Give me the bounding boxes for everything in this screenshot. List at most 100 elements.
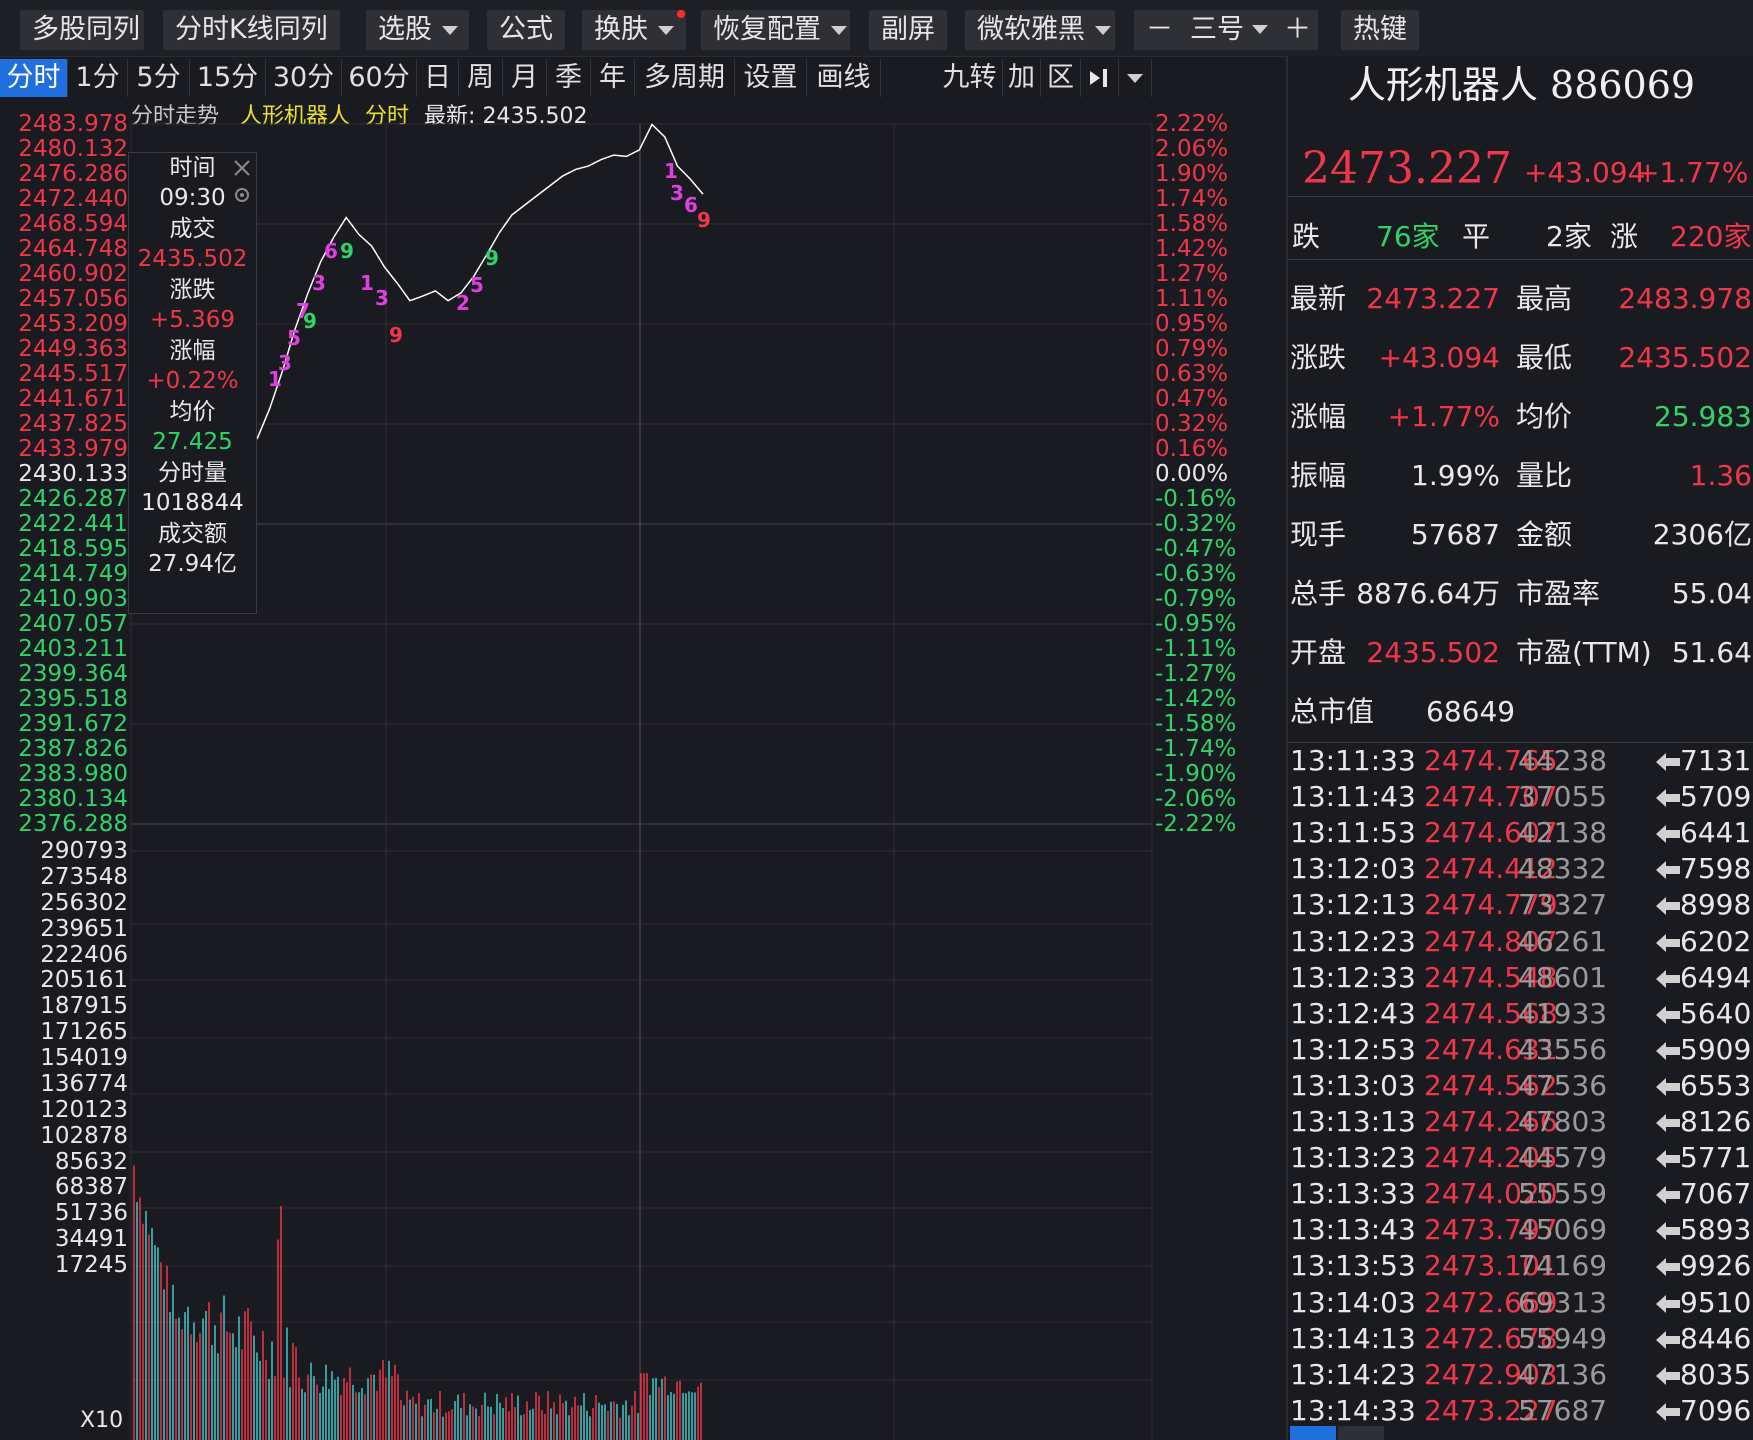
tab-season[interactable]: 季 <box>547 59 591 97</box>
formula-label: 公式 <box>499 14 553 45</box>
stat-value: 8876.64万 <box>1356 577 1500 610</box>
restore-config-dropdown[interactable]: 恢复配置 <box>701 10 850 50</box>
percent-tick: 1.42% <box>1155 236 1229 262</box>
hotkey-button[interactable]: 热键 <box>1341 10 1419 50</box>
price-tick: 2410.903 <box>18 586 128 612</box>
stat-value: 1.36 <box>1689 459 1752 492</box>
tick-volume: 42138 <box>1518 816 1608 850</box>
tick-volume: 57687 <box>1518 1393 1608 1427</box>
stat-value: 2483.978 <box>1618 282 1752 315</box>
tick-row: 13:14:03 2472.669 69313 9510 <box>1288 1286 1753 1322</box>
arrow-left-icon <box>1656 969 1680 993</box>
percent-tick: 2.22% <box>1155 111 1229 137</box>
tab-year[interactable]: 年 <box>591 59 635 97</box>
tick-row: 13:13:53 2473.101 74169 9926 <box>1288 1249 1753 1285</box>
more-dropdown-icon[interactable] <box>1119 59 1152 97</box>
tick-row: 13:13:23 2474.205 44579 5771 <box>1288 1141 1753 1177</box>
tip-amount: 27.94亿 <box>148 551 237 577</box>
tab-5min[interactable]: 5分 <box>128 59 190 97</box>
font-size-label[interactable]: 三号 <box>1190 14 1244 45</box>
percent-tick: 0.16% <box>1155 436 1229 462</box>
sub-screen-button[interactable]: 副屏 <box>869 10 947 50</box>
gear-icon[interactable] <box>232 185 252 209</box>
tick-price: 2474.548 <box>1424 960 1558 994</box>
price-tick: 2437.825 <box>18 411 128 437</box>
percent-tick: -1.11% <box>1155 636 1237 662</box>
stat-label: 最新 <box>1290 282 1347 315</box>
tick-volume: 47536 <box>1518 1068 1608 1102</box>
percent-tick: -0.47% <box>1155 536 1237 562</box>
percent-tick: 0.47% <box>1155 386 1229 412</box>
arrow-left-icon <box>1656 1221 1680 1245</box>
tick-time: 13:14:13 <box>1290 1321 1416 1355</box>
tick-price: 2474.412 <box>1424 852 1558 886</box>
kline-compare-button[interactable]: 分时K线同列 <box>163 10 340 50</box>
tick-time: 13:14:33 <box>1290 1393 1416 1427</box>
percent-tick: -0.79% <box>1155 586 1237 612</box>
tick-count: 8035 <box>1680 1357 1752 1391</box>
tick-volume: 47803 <box>1518 1105 1608 1138</box>
panel-tab[interactable] <box>1338 1426 1384 1440</box>
price-tick: 2387.826 <box>18 736 128 762</box>
volume-tick: 85632 <box>54 1148 128 1175</box>
tab-week[interactable]: 周 <box>459 59 503 97</box>
font-decrease-button[interactable]: － <box>1146 14 1173 45</box>
tab-60min[interactable]: 60分 <box>342 59 417 97</box>
tab-15min[interactable]: 15分 <box>190 59 266 97</box>
tick-count: 6494 <box>1680 960 1752 994</box>
range-button[interactable]: 区 <box>1041 59 1081 97</box>
tick-time: 13:14:23 <box>1290 1357 1416 1391</box>
price-tick: 2480.132 <box>18 136 128 162</box>
price-tick: 2380.134 <box>18 786 128 812</box>
tab-day[interactable]: 日 <box>417 59 459 97</box>
tick-time: 13:12:23 <box>1290 924 1416 958</box>
font-family-dropdown[interactable]: 微软雅黑 <box>965 10 1115 50</box>
chart-header: 分时走势 人形机器人 分时 最新: 2435.502 <box>131 102 587 132</box>
stat-value: 1.99% <box>1411 459 1500 492</box>
price-tick: 2453.209 <box>18 311 128 337</box>
font-increase-button[interactable]: ＋ <box>1284 14 1311 45</box>
tab-1min[interactable]: 1分 <box>68 59 128 97</box>
tab-multi-period[interactable]: 多周期 <box>635 59 735 97</box>
multi-stock-compare-button[interactable]: 多股同列 <box>20 10 144 50</box>
panel-price: 2473.227 <box>1302 143 1512 194</box>
tab-settings[interactable]: 设置 <box>735 59 807 97</box>
tick-count: 8998 <box>1680 888 1752 922</box>
tip-avg: 27.425 <box>152 429 233 455</box>
percent-tick: -0.63% <box>1155 561 1237 587</box>
volume-tick: 205161 <box>40 967 128 994</box>
volume-bars <box>133 1165 702 1440</box>
tab-month[interactable]: 月 <box>503 59 547 97</box>
nine-turn-button[interactable]: 九转 <box>937 59 1003 97</box>
tip-pct: +0.22% <box>146 368 239 394</box>
stock-select-dropdown[interactable]: 选股 <box>366 10 469 50</box>
tick-volume: 73327 <box>1518 888 1608 922</box>
skin-label: 换肤 <box>594 14 648 45</box>
percent-tick: -1.90% <box>1155 761 1237 787</box>
tick-price: 2474.568 <box>1424 996 1558 1030</box>
tick-volume: 43556 <box>1518 1032 1608 1066</box>
tick-count: 8126 <box>1680 1105 1752 1138</box>
tab-draw[interactable]: 画线 <box>807 59 881 97</box>
tick-row: 13:12:43 2474.568 41933 5640 <box>1288 997 1753 1033</box>
panel-tab-active[interactable] <box>1290 1426 1336 1440</box>
stat-value: 51.64 <box>1671 636 1752 669</box>
flat-label: 平 <box>1462 220 1491 253</box>
tick-row: 13:11:43 2474.707 37055 5709 <box>1288 780 1753 816</box>
tick-row: 13:14:33 2473.227 57687 7096 <box>1288 1394 1753 1430</box>
tick-time: 13:13:33 <box>1290 1177 1416 1211</box>
tick-count: 5771 <box>1680 1141 1752 1175</box>
collapse-panel-icon[interactable] <box>1081 59 1119 97</box>
skin-dropdown[interactable]: 换肤 <box>582 10 686 50</box>
price-tick: 2441.671 <box>18 386 128 412</box>
chevron-down-icon[interactable] <box>1252 25 1268 34</box>
percent-tick: -0.95% <box>1155 611 1237 637</box>
tab-intraday[interactable]: 分时 <box>0 59 68 97</box>
close-icon[interactable] <box>233 159 251 181</box>
add-button[interactable]: 加 <box>1003 59 1041 97</box>
formula-button[interactable]: 公式 <box>487 10 565 50</box>
price-tick: 2445.517 <box>18 361 128 387</box>
tab-30min[interactable]: 30分 <box>266 59 342 97</box>
tick-price: 2473.227 <box>1424 1393 1558 1427</box>
